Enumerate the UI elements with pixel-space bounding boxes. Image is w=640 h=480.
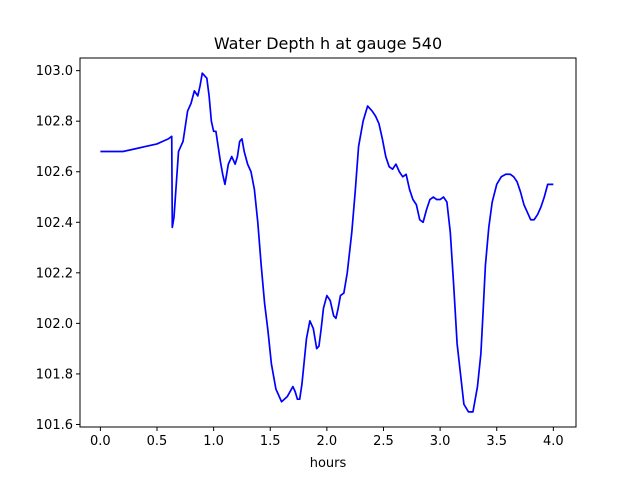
chart-title: Water Depth h at gauge 540 — [214, 34, 442, 53]
series-line-1 — [100, 72, 554, 413]
x-tick-label: 2.5 — [373, 434, 394, 449]
y-tick-label: 102.0 — [36, 317, 73, 332]
x-tick-label: 4.0 — [543, 434, 564, 449]
x-tick-label: 0.5 — [147, 434, 168, 449]
plot-frame — [79, 57, 577, 428]
y-axis: 101.6 101.8 102.0 102.2 102.4 102.6 102.8 103.0 — [36, 64, 80, 433]
y-tick-label: 102.4 — [36, 216, 73, 231]
y-tick-label: 103.0 — [36, 64, 73, 79]
plot-area — [79, 57, 577, 428]
y-tick-label: 101.6 — [36, 418, 73, 433]
y-tick-label: 102.2 — [36, 266, 73, 281]
x-tick-label: 1.0 — [203, 434, 224, 449]
x-tick-label: 3.0 — [430, 434, 451, 449]
y-tick-label: 102.6 — [36, 165, 73, 180]
x-tick-label: 3.5 — [486, 434, 507, 449]
x-tick-label: 0.0 — [90, 434, 111, 449]
x-tick-label: 2.0 — [317, 434, 338, 449]
y-tick-label: 102.8 — [36, 115, 73, 130]
x-axis: 0.0 0.5 1.0 1.5 2.0 2.5 3.0 3.5 4.0 — [90, 427, 564, 449]
x-tick-label: 1.5 — [260, 434, 281, 449]
x-axis-label: hours — [310, 456, 347, 471]
y-tick-label: 101.8 — [36, 367, 73, 382]
